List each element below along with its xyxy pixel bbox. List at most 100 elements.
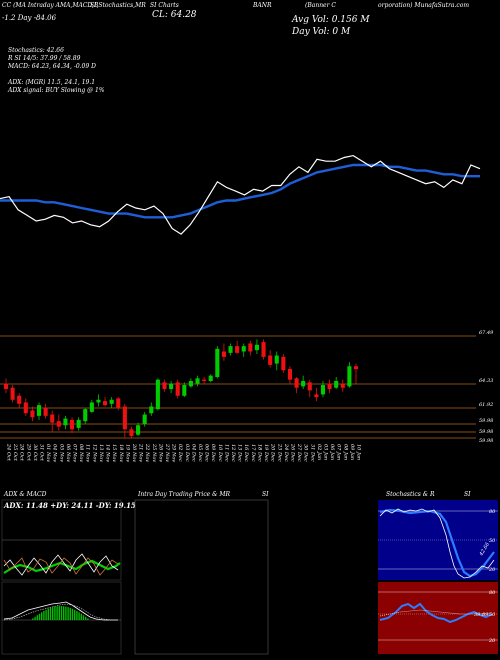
macd-bar (45, 609, 47, 620)
candlestick-series (3, 339, 359, 439)
price-line (0, 154, 481, 235)
x-axis-label: 08 Jan (342, 444, 348, 460)
macd-bar (43, 611, 45, 620)
rsi-tick-20: 20 (488, 638, 496, 644)
x-axis-label: 25 Nov (151, 443, 157, 462)
x-axis-label: 07 Nov (72, 444, 78, 462)
adx-panel-frame (1, 499, 122, 581)
candle (89, 399, 94, 414)
x-axis-label: 03 Dec (184, 444, 190, 462)
rsi-blue-line (379, 602, 493, 624)
rsi-value-label: 39.89 (474, 612, 489, 618)
x-axis-label: 01 Nov (45, 444, 51, 462)
candle (215, 346, 220, 379)
candle (294, 376, 299, 394)
candle (307, 379, 312, 398)
adx-panel-values: ADX: 11.48 +DY: 24.11 -DY: 19.15 (4, 501, 136, 510)
macd-bar (47, 608, 49, 620)
x-axis-label: 05 Nov (58, 444, 64, 462)
candle (327, 379, 332, 394)
candle (30, 406, 35, 422)
x-axis-label: 31 Dec (309, 444, 315, 462)
macd-bar (63, 606, 65, 620)
candle (241, 343, 246, 357)
x-axis-label: 13 Dec (237, 444, 243, 462)
day-change-label: -1.2 Day -84.06 (2, 14, 57, 22)
x-axis-label: 06 Jan (329, 444, 335, 460)
candle (301, 375, 306, 390)
macd-bar (34, 616, 36, 620)
x-axis-label: 02 Jan (316, 444, 322, 460)
candle (268, 350, 273, 368)
x-axis-label: 09 Jan (349, 444, 355, 460)
x-axis-label: 23 Dec (276, 443, 282, 462)
x-axis-label: 03 Jan (322, 444, 328, 460)
macd-signal-line (3, 603, 118, 621)
x-axis-label: 05 Dec (197, 444, 203, 462)
candle (162, 379, 167, 392)
level-label: 67.49 (479, 330, 494, 336)
adx-panel-title: ADX & MACD (4, 491, 47, 498)
candle (83, 407, 88, 424)
macd-bar (85, 616, 87, 620)
candle (129, 426, 134, 439)
x-axis-label: 20 Nov (131, 443, 137, 462)
candle (254, 339, 259, 355)
candle (96, 394, 101, 407)
level-label: 59.98 (479, 418, 493, 424)
candle (76, 417, 81, 431)
candle (261, 339, 266, 360)
x-axis-label: 10 Dec (217, 444, 223, 462)
candle (17, 393, 22, 408)
x-axis-label: 18 Dec (256, 444, 262, 462)
x-axis-label: 11 Nov (85, 444, 91, 462)
candle (116, 397, 121, 411)
candle (228, 343, 233, 356)
x-axis-label: 29 Nov (171, 443, 177, 462)
intraday-panel-frame (134, 499, 269, 655)
level-label: 64.33 (479, 378, 493, 384)
stoch-tick-20: 20 (488, 567, 496, 573)
candle (221, 343, 226, 361)
candle (195, 375, 200, 387)
rsi-readout: R SI 14/5: 37.99 / 58.89 (8, 55, 81, 62)
candle (3, 378, 9, 394)
candle (340, 379, 345, 392)
x-axis-label: 30 Dec (303, 444, 309, 462)
x-axis-label: 06 Dec (204, 444, 210, 462)
candle (149, 402, 154, 416)
adx-green-line (3, 559, 121, 574)
macd-bar (60, 606, 63, 620)
x-axis-label: 24 Dec (283, 443, 289, 462)
stoch-tick-50: 50 (489, 538, 496, 544)
candle (202, 376, 207, 384)
stoch-panel-bg (378, 500, 498, 580)
macd-bar (58, 606, 60, 620)
x-axis-label: 27 Nov (164, 443, 170, 462)
macd-bar (32, 618, 34, 620)
macd-panel-frame (1, 581, 122, 655)
adx-orange-line (3, 557, 119, 576)
candle (320, 381, 326, 398)
rsi-tick-80: 80 (489, 590, 496, 596)
stoch-tick-80: 80 (489, 509, 496, 515)
macd-bar (54, 606, 56, 620)
stochastics-readout: Stochastics: 42.66 (8, 47, 64, 54)
candle (314, 387, 319, 402)
candle (347, 362, 352, 388)
x-axis-label: 13 Nov (98, 444, 104, 462)
x-axis-label: 04 Dec (190, 444, 196, 462)
candle (182, 382, 187, 398)
stoch-blue-line (379, 508, 495, 578)
x-axis-label: 30 Oct (32, 444, 38, 462)
moving-average-line (0, 163, 480, 219)
x-axis-label: 28 Oct (19, 443, 25, 462)
candle (50, 410, 55, 432)
candle (175, 379, 180, 399)
macd-bar (71, 608, 74, 620)
level-label: 61.92 (479, 402, 493, 408)
candle (122, 403, 127, 438)
macd-bar (65, 606, 67, 620)
candle (287, 366, 293, 384)
